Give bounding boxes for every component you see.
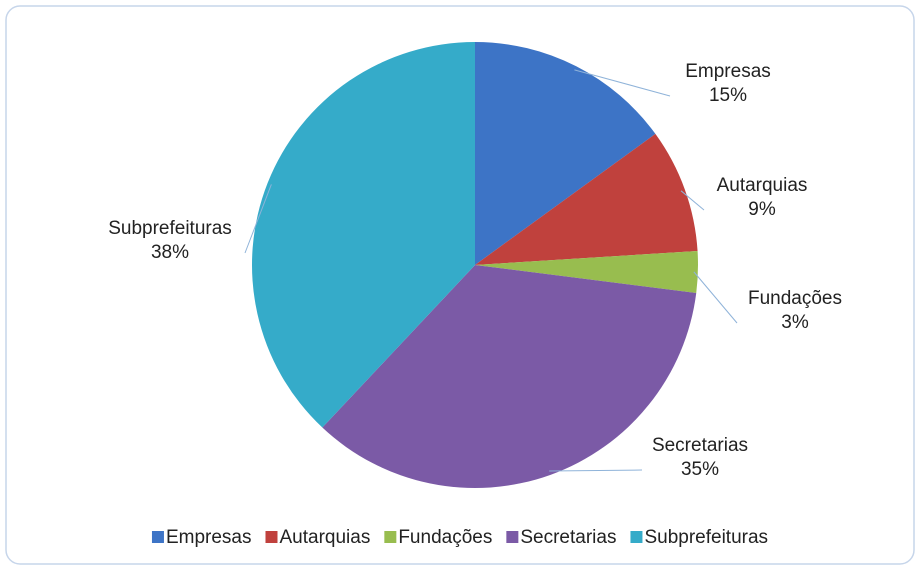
legend-swatch [506, 531, 519, 543]
legend-swatch [265, 531, 278, 543]
legend-label: Fundações [398, 527, 492, 548]
leader-line [693, 271, 738, 324]
pie-slice [475, 250, 698, 293]
legend-label: Empresas [166, 527, 252, 548]
data-label-name: Autarquias [717, 175, 808, 196]
data-label-name: Fundações [748, 288, 842, 309]
data-label-value: 15% [709, 85, 747, 106]
legend-swatch [630, 531, 643, 543]
leader-line [574, 69, 671, 97]
leader-line [549, 469, 643, 472]
pie-slice [475, 42, 656, 265]
data-label-value: 35% [681, 459, 719, 480]
data-label-value: 38% [151, 242, 189, 263]
data-label-name: Subprefeituras [108, 218, 232, 239]
leader-line [680, 190, 705, 211]
data-label-name: Empresas [685, 61, 771, 82]
leader-line [244, 184, 272, 254]
pie-slice [322, 265, 697, 488]
pie-slice [475, 133, 698, 265]
legend-label: Subprefeituras [644, 527, 768, 548]
data-label-value: 3% [781, 312, 809, 333]
legend-label: Autarquias [279, 527, 370, 548]
legend-swatch [151, 531, 164, 543]
legend-swatch [384, 531, 397, 543]
pie-slice [252, 42, 475, 428]
data-label-value: 9% [748, 199, 776, 220]
legend-label: Secretarias [520, 527, 616, 548]
data-label-name: Secretarias [652, 435, 748, 456]
